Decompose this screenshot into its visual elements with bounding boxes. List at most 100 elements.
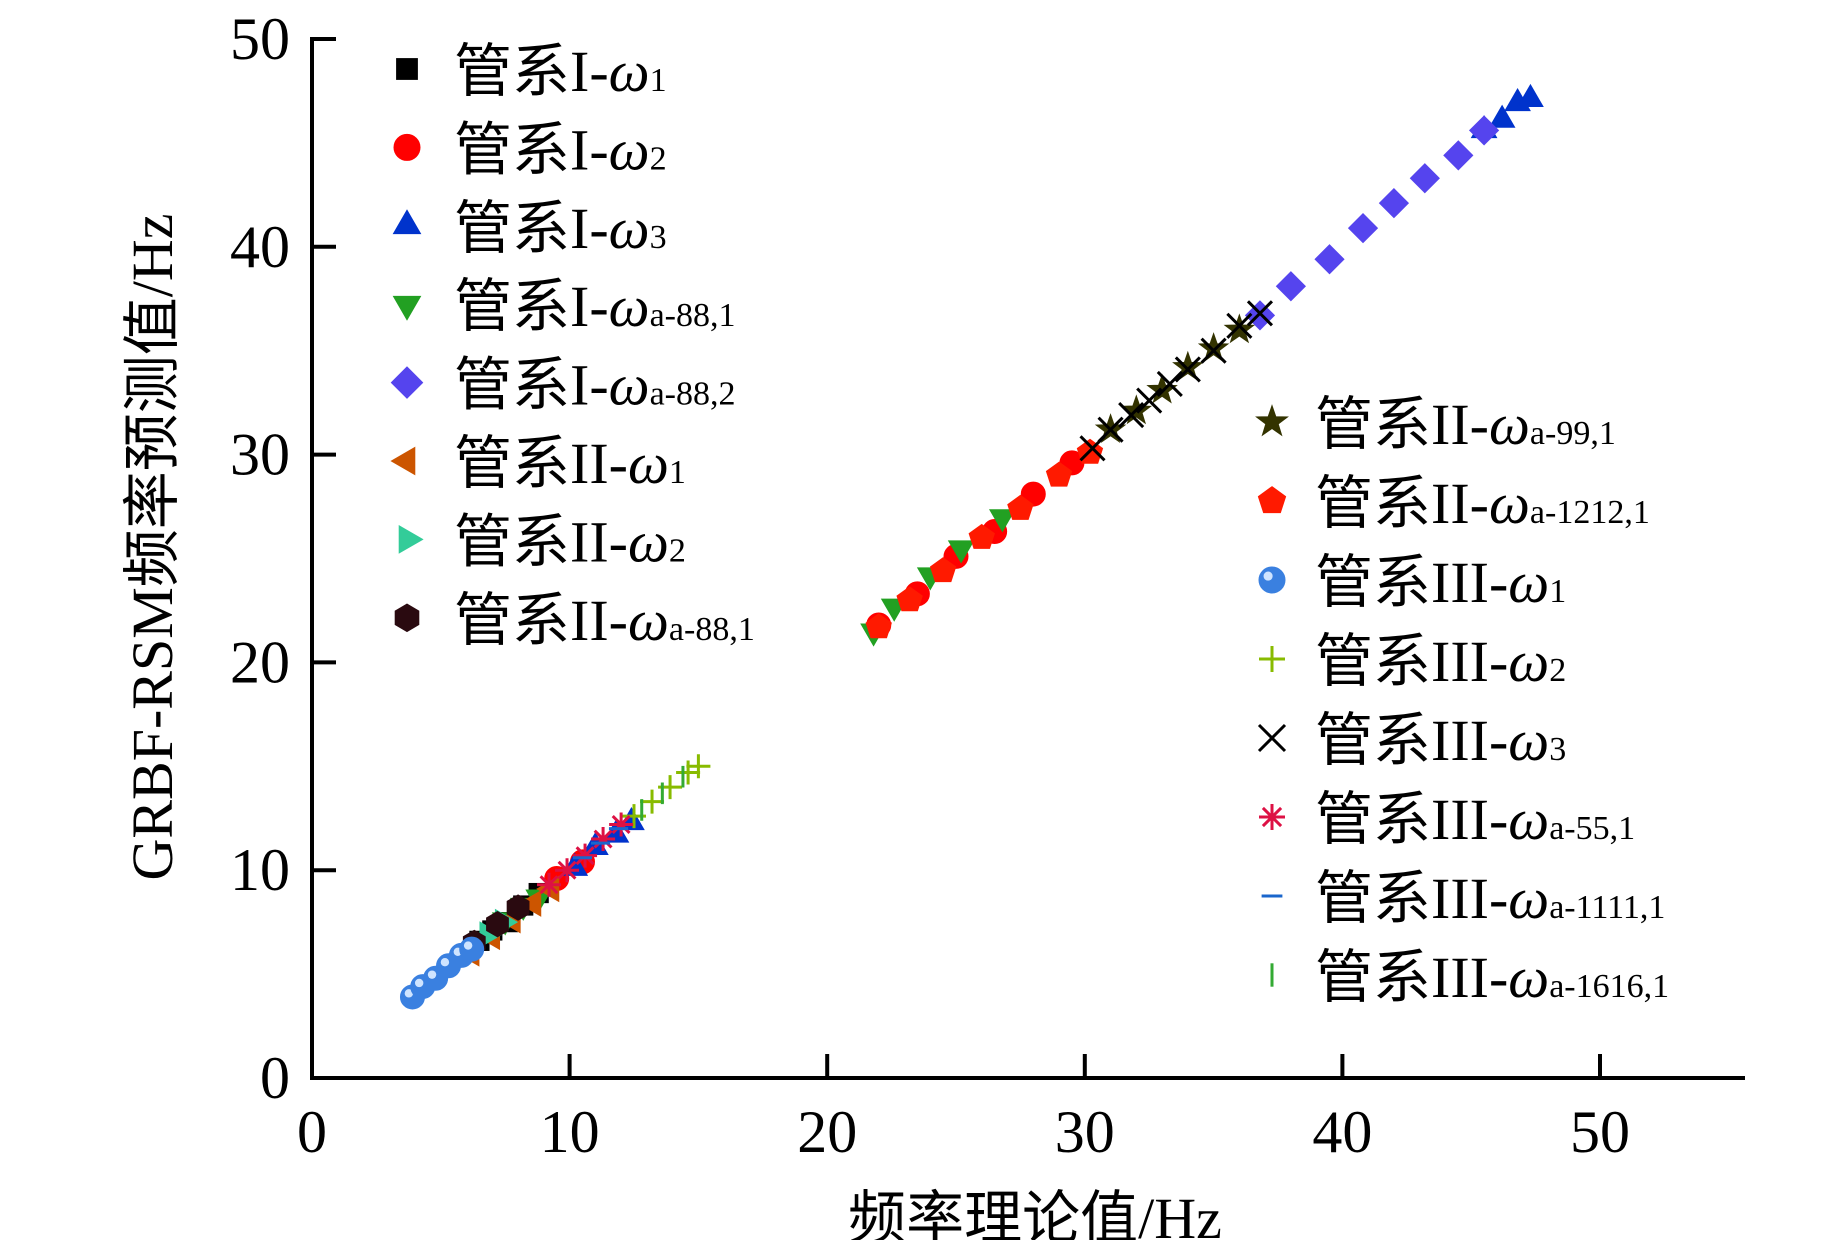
- x-tick-label: 10: [540, 1099, 600, 1165]
- diamond-marker: [390, 366, 424, 399]
- pentagon-marker: [1045, 461, 1073, 487]
- legend-label: 管系III-ω2: [1315, 629, 1566, 694]
- legend-label: 管系I-ωa-88,2: [454, 353, 736, 418]
- diamond-marker: [1443, 140, 1474, 171]
- y-axis-label: GRBF-RSM频率预测值/Hz: [120, 213, 185, 880]
- hexagon-marker: [394, 603, 420, 633]
- series-10: [399, 936, 485, 1010]
- legend-label: 管系I-ωa-88,1: [454, 274, 736, 339]
- legend-item: 管系III-ω1: [1258, 550, 1566, 615]
- cross-marker: [1156, 370, 1183, 398]
- cross-marker: [1174, 356, 1201, 383]
- legend-item: 管系II-ωa-99,1: [1255, 392, 1616, 457]
- legend-label: 管系II-ω2: [454, 509, 686, 574]
- legend-label: 管系III-ω1: [1315, 550, 1566, 615]
- series-14: [572, 827, 629, 860]
- legend-label: 管系III-ω3: [1315, 708, 1566, 773]
- star-marker: [1172, 350, 1204, 381]
- triangle-left-marker: [390, 446, 416, 476]
- asterisk-marker: [591, 827, 616, 852]
- cross-marker: [1200, 337, 1227, 364]
- y-tick-label: 50: [230, 6, 290, 72]
- legend-label: 管系II-ωa-1212,1: [1315, 471, 1650, 536]
- legend-item: 管系II-ω2: [398, 509, 686, 574]
- legend-right: 管系II-ωa-99,1 管系II-ωa-1212,1 管系III-ω1 管系III-…: [1255, 392, 1669, 1010]
- asterisk-marker: [1259, 804, 1285, 830]
- cross-marker: [1226, 312, 1253, 339]
- hexagon-marker: [506, 894, 530, 921]
- pentagon-marker: [968, 523, 995, 549]
- data-points: [399, 83, 1544, 1010]
- triangle-up-marker: [1488, 104, 1516, 128]
- series-13: [536, 812, 634, 897]
- x-tick-label: 50: [1570, 1099, 1630, 1165]
- diamond-marker: [1314, 244, 1345, 275]
- legend-item: 管系I-ω3: [392, 196, 667, 261]
- triangle-up-marker: [392, 209, 422, 235]
- plus-marker: [676, 760, 701, 785]
- series-11: [622, 754, 711, 829]
- legend-item: 管系III-ω3: [1257, 708, 1566, 773]
- plus-marker: [1259, 646, 1285, 672]
- y-tick-label: 10: [230, 837, 290, 903]
- legend-item: 管系II-ωa-1212,1: [1257, 471, 1650, 536]
- x-tick-label: 30: [1055, 1099, 1115, 1165]
- triangle-down-marker: [947, 540, 975, 564]
- legend-left: 管系I-ω1 管系I-ω2 管系I-ω3 管系I-ωa-88,1 管系I-ωa-88,2…: [390, 39, 755, 653]
- legend-item: 管系II-ω1: [390, 431, 686, 496]
- diamond-marker: [1409, 163, 1440, 194]
- cross-marker: [1136, 387, 1163, 414]
- legend-label: 管系II-ωa-99,1: [1315, 392, 1616, 457]
- x-tick-label: 0: [297, 1099, 327, 1165]
- star-marker: [1255, 404, 1289, 437]
- legend-label: 管系I-ω3: [454, 196, 667, 261]
- diamond-marker: [1347, 212, 1379, 244]
- sphere-marker: [1258, 566, 1286, 594]
- legend-item: 管系I-ωa-88,2: [390, 353, 736, 418]
- legend-label: 管系III-ωa-1111,1: [1315, 866, 1665, 931]
- legend-item: 管系I-ωa-88,1: [392, 274, 736, 339]
- x-axis-label: 频率理论值/Hz: [848, 1186, 1222, 1240]
- cross-marker: [1097, 416, 1124, 443]
- triangle-left-marker: [518, 890, 542, 917]
- series-9: [865, 438, 1104, 639]
- circle-marker: [393, 133, 421, 161]
- triangle-up-marker: [1517, 83, 1544, 107]
- plus-marker: [686, 754, 711, 779]
- legend-label: 管系III-ωa-1616,1: [1315, 945, 1669, 1010]
- axes: [310, 37, 1745, 1080]
- square-marker: [396, 58, 418, 80]
- triangle-right-marker: [398, 525, 424, 554]
- legend-label: 管系II-ω1: [454, 431, 686, 496]
- legend-label: 管系II-ωa-88,1: [454, 588, 755, 653]
- diamond-marker: [1468, 115, 1500, 146]
- legend-item: 管系III-ω2: [1259, 629, 1566, 694]
- legend-label: 管系I-ω2: [454, 117, 667, 182]
- legend-item: 管系II-ωa-88,1: [394, 588, 755, 653]
- star-marker: [1197, 332, 1230, 362]
- pentagon-marker: [1007, 494, 1034, 520]
- legend-label: 管系III-ωa-55,1: [1315, 787, 1635, 852]
- legend-item: 管系III-ωa-1616,1: [1270, 945, 1669, 1010]
- asterisk-marker: [573, 843, 598, 868]
- legend-item: 管系III-ωa-55,1: [1259, 787, 1635, 852]
- legend-item: 管系I-ω1: [396, 39, 667, 104]
- y-tick-label: 40: [230, 214, 290, 280]
- legend-label: 管系I-ω1: [454, 39, 667, 104]
- series-15: [640, 765, 685, 821]
- triangle-down-marker: [392, 295, 422, 321]
- series-4: [1244, 115, 1500, 331]
- hexagon-marker: [486, 911, 509, 938]
- cross-marker: [1246, 300, 1274, 327]
- pentagon-marker: [1257, 486, 1287, 514]
- pentagon-marker: [865, 613, 892, 639]
- sphere-marker: [459, 936, 485, 962]
- y-tick-label: 20: [230, 629, 290, 695]
- y-tick-label: 30: [230, 422, 290, 488]
- plus-marker: [640, 789, 665, 814]
- cross-marker: [1118, 402, 1145, 429]
- cross-marker: [1257, 723, 1287, 753]
- asterisk-marker: [609, 812, 634, 837]
- pentagon-marker: [896, 586, 923, 612]
